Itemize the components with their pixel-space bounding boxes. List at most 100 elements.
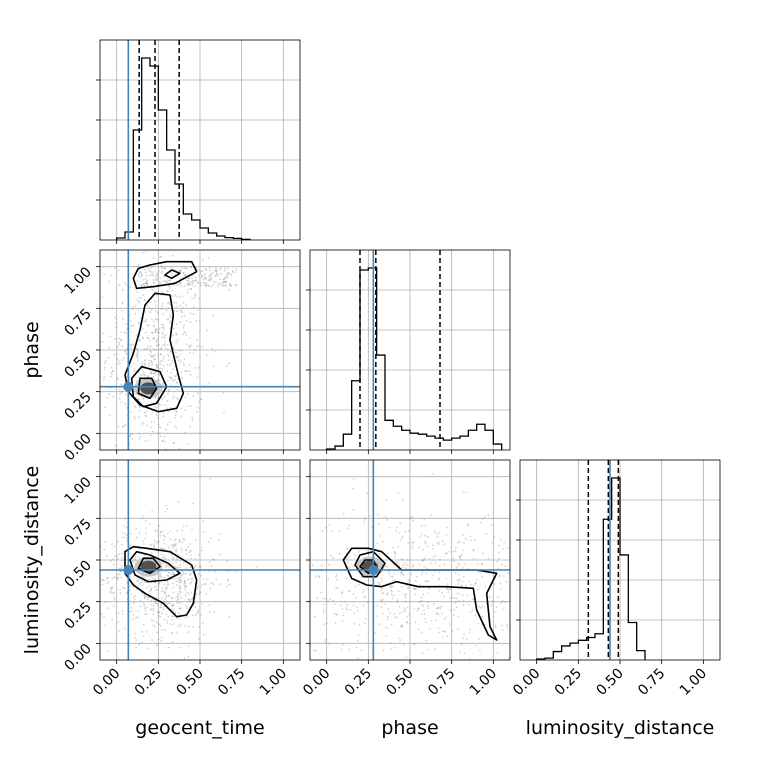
sample-point bbox=[471, 609, 474, 612]
sample-point bbox=[293, 571, 295, 573]
sample-point bbox=[443, 563, 446, 566]
sample-point bbox=[451, 597, 454, 599]
sample-point bbox=[387, 591, 390, 594]
sample-point bbox=[506, 571, 509, 574]
sample-point bbox=[399, 522, 402, 525]
sample-point bbox=[198, 269, 200, 271]
sample-point bbox=[393, 646, 396, 649]
sample-point bbox=[196, 345, 198, 348]
sample-point bbox=[163, 583, 165, 586]
sample-point bbox=[364, 517, 367, 520]
sample-point bbox=[119, 570, 121, 573]
sample-point bbox=[217, 282, 220, 285]
sample-point bbox=[187, 277, 190, 280]
sample-point bbox=[333, 612, 335, 615]
sample-point bbox=[203, 273, 206, 276]
sample-point bbox=[175, 333, 178, 336]
sample-point bbox=[226, 560, 228, 562]
sample-point bbox=[200, 398, 202, 401]
sample-point bbox=[325, 526, 327, 529]
sample-point bbox=[172, 558, 175, 560]
sample-point bbox=[457, 628, 459, 631]
sample-point bbox=[175, 341, 177, 344]
sample-point bbox=[115, 326, 117, 329]
sample-point bbox=[181, 572, 184, 575]
sample-point bbox=[165, 600, 168, 603]
sample-point bbox=[144, 613, 147, 615]
sample-point bbox=[153, 358, 155, 361]
sample-point bbox=[153, 586, 156, 589]
sample-point bbox=[160, 603, 163, 606]
sample-point bbox=[174, 549, 177, 552]
sample-point bbox=[414, 588, 416, 591]
sample-point bbox=[214, 269, 217, 272]
sample-point bbox=[150, 589, 152, 592]
sample-point bbox=[130, 345, 133, 347]
sample-point bbox=[180, 547, 183, 550]
sample-point bbox=[116, 555, 118, 558]
sample-point bbox=[446, 635, 448, 638]
sample-point bbox=[162, 415, 165, 418]
sample-point bbox=[446, 526, 449, 529]
sample-point bbox=[419, 601, 422, 603]
sample-point bbox=[171, 618, 174, 621]
sample-point bbox=[197, 406, 199, 409]
sample-point bbox=[144, 581, 146, 584]
sample-point bbox=[194, 539, 197, 542]
sample-point bbox=[159, 534, 162, 537]
sample-point bbox=[458, 580, 461, 582]
sample-point bbox=[493, 667, 495, 669]
sample-point bbox=[139, 374, 142, 377]
sample-point bbox=[138, 376, 140, 378]
sample-point bbox=[158, 343, 160, 346]
sample-point bbox=[451, 630, 454, 633]
sample-point bbox=[172, 623, 175, 625]
sample-point bbox=[196, 339, 199, 342]
sample-point bbox=[189, 543, 192, 546]
sample-point bbox=[365, 618, 367, 620]
sample-point bbox=[159, 575, 162, 577]
sample-point bbox=[190, 557, 192, 560]
sample-point bbox=[121, 531, 124, 534]
sample-point bbox=[517, 628, 519, 630]
sample-point bbox=[166, 564, 169, 567]
x-tick-label: 0.25 bbox=[552, 666, 585, 699]
sample-point bbox=[169, 350, 172, 353]
sample-point bbox=[172, 604, 175, 607]
sample-point bbox=[125, 352, 128, 355]
sample-point bbox=[145, 520, 148, 522]
sample-point bbox=[544, 528, 546, 530]
sample-point bbox=[179, 283, 182, 285]
sample-point bbox=[159, 547, 162, 550]
sample-point bbox=[168, 320, 171, 322]
sample-point bbox=[407, 542, 410, 544]
sample-point bbox=[376, 542, 379, 545]
sample-point bbox=[151, 332, 154, 334]
sample-point bbox=[194, 348, 197, 351]
sample-point bbox=[136, 356, 139, 358]
sample-point bbox=[118, 341, 121, 344]
sample-point bbox=[185, 303, 187, 306]
sample-point bbox=[398, 564, 401, 567]
sample-point bbox=[188, 283, 191, 286]
sample-point bbox=[381, 598, 384, 601]
sample-point bbox=[152, 348, 155, 351]
sample-point bbox=[170, 604, 173, 607]
sample-point bbox=[377, 523, 380, 525]
sample-point bbox=[144, 331, 147, 334]
sample-point bbox=[411, 565, 414, 568]
histogram-step bbox=[116, 57, 251, 241]
sample-point bbox=[138, 578, 141, 581]
sample-point bbox=[156, 366, 158, 369]
sample-point bbox=[514, 545, 516, 547]
sample-point bbox=[129, 544, 132, 546]
sample-point bbox=[158, 280, 161, 283]
sample-point bbox=[447, 588, 450, 591]
sample-point bbox=[452, 557, 455, 559]
sample-point bbox=[130, 410, 133, 413]
sample-point bbox=[422, 559, 425, 562]
sample-point bbox=[145, 348, 148, 351]
sample-point bbox=[355, 597, 357, 599]
sample-point bbox=[151, 576, 154, 579]
sample-point bbox=[201, 584, 204, 587]
